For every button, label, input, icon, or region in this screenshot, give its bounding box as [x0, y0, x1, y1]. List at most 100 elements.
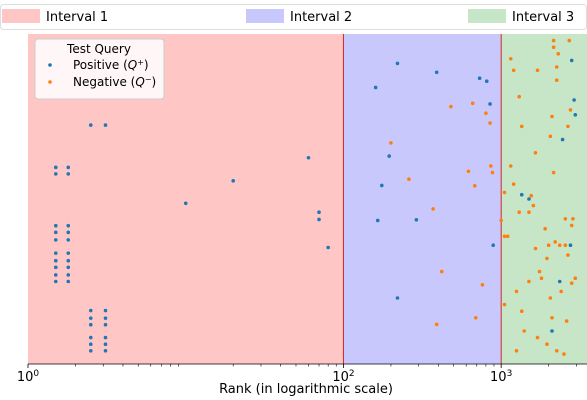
interval-band-2 — [343, 34, 502, 364]
positive-point — [414, 217, 419, 222]
negative-point — [568, 108, 573, 112]
positive-point — [103, 335, 108, 340]
negative-point — [569, 281, 574, 285]
positive-point — [66, 223, 71, 228]
positive-point — [569, 58, 574, 63]
negative-point — [573, 276, 578, 281]
negative-point — [553, 240, 557, 244]
negative-point — [569, 223, 574, 228]
interval-boundaries — [342, 34, 502, 364]
positive-point — [53, 230, 58, 235]
positive-point — [53, 251, 58, 255]
negative-point — [537, 269, 542, 274]
positive-point — [103, 316, 108, 320]
interval-label-1: Interval 1 — [46, 10, 108, 25]
negative-point — [548, 134, 553, 139]
positive-point — [66, 238, 71, 242]
positive-point — [103, 322, 108, 327]
negative-point — [511, 182, 516, 186]
positive-point — [375, 218, 380, 223]
negative-point — [480, 283, 485, 287]
positive-point — [519, 192, 524, 197]
positive-point — [572, 98, 576, 102]
positive-point — [573, 113, 578, 117]
negative-point — [517, 210, 521, 214]
negative-point — [508, 56, 513, 61]
positive-point — [103, 308, 108, 313]
positive-point — [103, 123, 108, 127]
positive-point — [53, 172, 58, 176]
positive-point — [66, 165, 71, 170]
negative-point — [470, 101, 475, 106]
negative-point — [490, 170, 495, 175]
negative-point — [508, 164, 513, 168]
negative-point — [559, 289, 563, 294]
positive-point — [484, 79, 489, 83]
positive-point — [88, 349, 93, 353]
interval-label-3: Interval 3 — [512, 10, 574, 25]
negative-point — [514, 349, 519, 353]
positive-point — [88, 308, 93, 313]
positive-point — [66, 265, 71, 270]
positive-point — [53, 279, 58, 284]
positive-point — [53, 238, 58, 242]
positive-point — [488, 102, 492, 106]
negative-point — [502, 190, 507, 195]
positive-point — [66, 258, 71, 263]
negative-point — [567, 38, 572, 43]
negative-point — [472, 184, 477, 188]
negative-point — [529, 193, 534, 198]
negative-point — [499, 218, 503, 223]
negative-legend-marker — [48, 80, 52, 84]
negative-point — [551, 170, 556, 175]
x-tick-label: 100 — [17, 369, 40, 385]
positive-point — [66, 251, 71, 255]
positive-point — [53, 165, 58, 170]
x-axis-label: Rank (in logarithmic scale) — [219, 382, 393, 397]
positive-point — [557, 279, 562, 284]
negative-point — [527, 279, 531, 284]
positive-point — [231, 179, 236, 183]
positive-point — [66, 273, 71, 277]
positive-legend-label: Positive (Q+) — [73, 58, 149, 72]
interval-band-3 — [501, 34, 587, 364]
positive-point — [66, 230, 71, 235]
negative-point — [434, 322, 439, 327]
negative-point — [550, 114, 554, 119]
positive-point — [53, 265, 58, 270]
negative-point — [502, 302, 507, 307]
negative-point — [546, 243, 551, 247]
negative-point — [566, 124, 570, 129]
negative-point — [473, 316, 478, 320]
positive-point — [88, 316, 93, 320]
negative-point — [545, 256, 549, 261]
interval-swatch-3 — [468, 9, 506, 23]
negative-point — [514, 289, 519, 294]
negative-point — [554, 65, 559, 69]
negative-point — [502, 234, 507, 239]
positive-point — [560, 137, 565, 142]
positive-point — [306, 155, 311, 160]
interval-legend: Interval 1 Interval 2 Interval 3 — [0, 4, 587, 30]
data-points — [53, 38, 578, 356]
positive-point — [317, 217, 321, 222]
positive-point — [88, 342, 93, 347]
negative-point — [535, 68, 540, 73]
negative-point — [439, 269, 444, 274]
positive-point — [477, 76, 482, 81]
positive-point — [527, 197, 531, 201]
negative-point — [551, 38, 556, 43]
negative-point — [511, 68, 516, 73]
negative-point — [571, 217, 575, 221]
negative-point — [489, 164, 493, 168]
positive-point — [53, 273, 58, 277]
positive-legend-marker — [48, 63, 52, 67]
interval-bands — [28, 34, 587, 364]
negative-point — [564, 319, 569, 323]
negative-point — [531, 203, 536, 208]
negative-point — [556, 52, 561, 56]
x-tick-label: 102 — [332, 369, 354, 385]
negative-point — [389, 141, 393, 145]
negative-point — [554, 349, 559, 353]
